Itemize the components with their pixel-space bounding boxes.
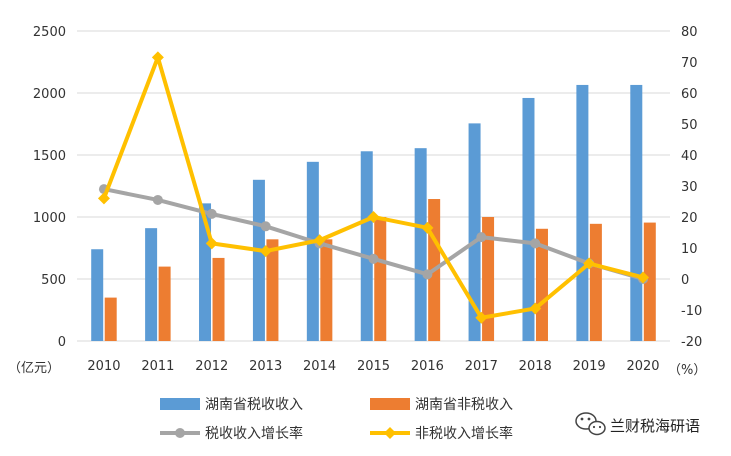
right-tick-label: 70	[681, 56, 698, 71]
x-tick-label: 2017	[465, 359, 498, 374]
non-tax-revenue-bar	[643, 222, 656, 341]
tax-growth-point	[206, 208, 217, 219]
lines	[97, 51, 650, 324]
right-tick-label: 40	[681, 149, 698, 164]
watermark-text: 兰财税海研语	[610, 417, 700, 435]
tax-revenue-bar	[306, 161, 319, 341]
right-tick-label: 20	[681, 211, 698, 226]
legend-swatch	[370, 398, 410, 410]
x-tick-label: 2010	[87, 359, 120, 374]
x-tick-label: 2014	[303, 359, 336, 374]
tax-growth-point	[260, 221, 271, 232]
tax-revenue-bar	[145, 228, 158, 341]
tax-revenue-bar	[414, 148, 427, 341]
right-tick-label: 80	[681, 25, 698, 40]
non-tax-revenue-bar	[158, 266, 171, 341]
right-tick-label: 10	[681, 242, 698, 257]
left-tick-label: 1500	[33, 149, 66, 164]
right-tick-label: 0	[681, 273, 689, 288]
non-tax-growth-point	[97, 192, 110, 205]
watermark: 兰财税海研语	[575, 412, 700, 436]
non-tax-revenue-bar	[212, 257, 225, 341]
x-tick-label: 2016	[411, 359, 444, 374]
tax-revenue-bar	[468, 123, 481, 341]
right-tick-label: -10	[681, 304, 702, 319]
tax-growth-point	[152, 194, 163, 205]
tax-revenue-bar	[91, 249, 104, 341]
left-tick-label: 0	[58, 335, 66, 350]
x-tick-label: 2018	[519, 359, 552, 374]
left-axis-unit: （亿元）	[8, 361, 60, 376]
legend-swatch	[160, 398, 200, 410]
legend-label: 非税收入增长率	[415, 425, 513, 442]
non-tax-revenue-bar	[320, 239, 333, 341]
non-tax-growth-point	[313, 234, 326, 247]
x-tick-label: 2011	[141, 359, 174, 374]
tax-revenue-bar	[360, 151, 373, 341]
right-tick-label: 50	[681, 118, 698, 133]
x-tick-label: 2015	[357, 359, 390, 374]
tax-growth-point	[422, 269, 433, 280]
legend-label: 湖南省非税收入	[415, 397, 513, 413]
wechat-icon	[575, 412, 606, 436]
legend-label: 税收收入增长率	[205, 425, 303, 442]
tax-growth-point	[530, 238, 541, 249]
tax-revenue-bar	[576, 84, 589, 341]
non-tax-growth-point	[151, 51, 164, 64]
x-tick-label: 2019	[573, 359, 606, 374]
tax-revenue-bar	[630, 84, 643, 341]
tax-revenue-bar	[252, 179, 265, 341]
tax-growth-point	[476, 232, 487, 243]
left-tick-label: 1000	[33, 211, 66, 226]
x-tick-label: 2013	[249, 359, 282, 374]
non-tax-revenue-bar	[482, 217, 495, 341]
non-tax-growth-point	[637, 271, 650, 284]
right-tick-label: -20	[681, 335, 702, 350]
axes: 0 500 1000 1500 2000 2500 -20 -10 0 10 20 30 40 50 60 7…	[33, 25, 702, 374]
right-tick-label: 30	[681, 180, 698, 195]
non-tax-growth-point	[367, 211, 380, 223]
x-tick-label: 2020	[626, 359, 659, 374]
tax-revenue-bar	[522, 97, 535, 342]
non-tax-growth-point	[583, 257, 596, 270]
non-tax-growth-point	[421, 221, 434, 234]
non-tax-growth-point	[205, 237, 218, 250]
tax-revenue-bar	[199, 203, 212, 341]
x-tick-label: 2012	[195, 359, 228, 374]
tax-growth-point	[368, 253, 379, 264]
non-tax-growth-point	[529, 302, 542, 315]
legend-marker	[384, 427, 396, 439]
right-axis-unit: （%）	[668, 363, 706, 378]
tax-growth-line	[101, 187, 646, 281]
left-tick-label: 500	[41, 273, 66, 288]
non-tax-revenue-bar	[266, 239, 279, 341]
non-tax-growth-point	[475, 311, 488, 324]
non-tax-growth-point	[259, 245, 272, 258]
left-tick-label: 2000	[33, 87, 66, 102]
non-tax-revenue-bar	[104, 297, 117, 341]
non-tax-revenue-bar	[374, 217, 387, 341]
legend-label: 湖南省税收收入	[205, 397, 303, 413]
non-tax-revenue-bar	[535, 228, 548, 341]
left-tick-label: 2500	[33, 25, 66, 40]
right-tick-label: 60	[681, 87, 698, 102]
legend-marker	[175, 428, 185, 438]
non-tax-revenue-bar	[589, 223, 602, 341]
